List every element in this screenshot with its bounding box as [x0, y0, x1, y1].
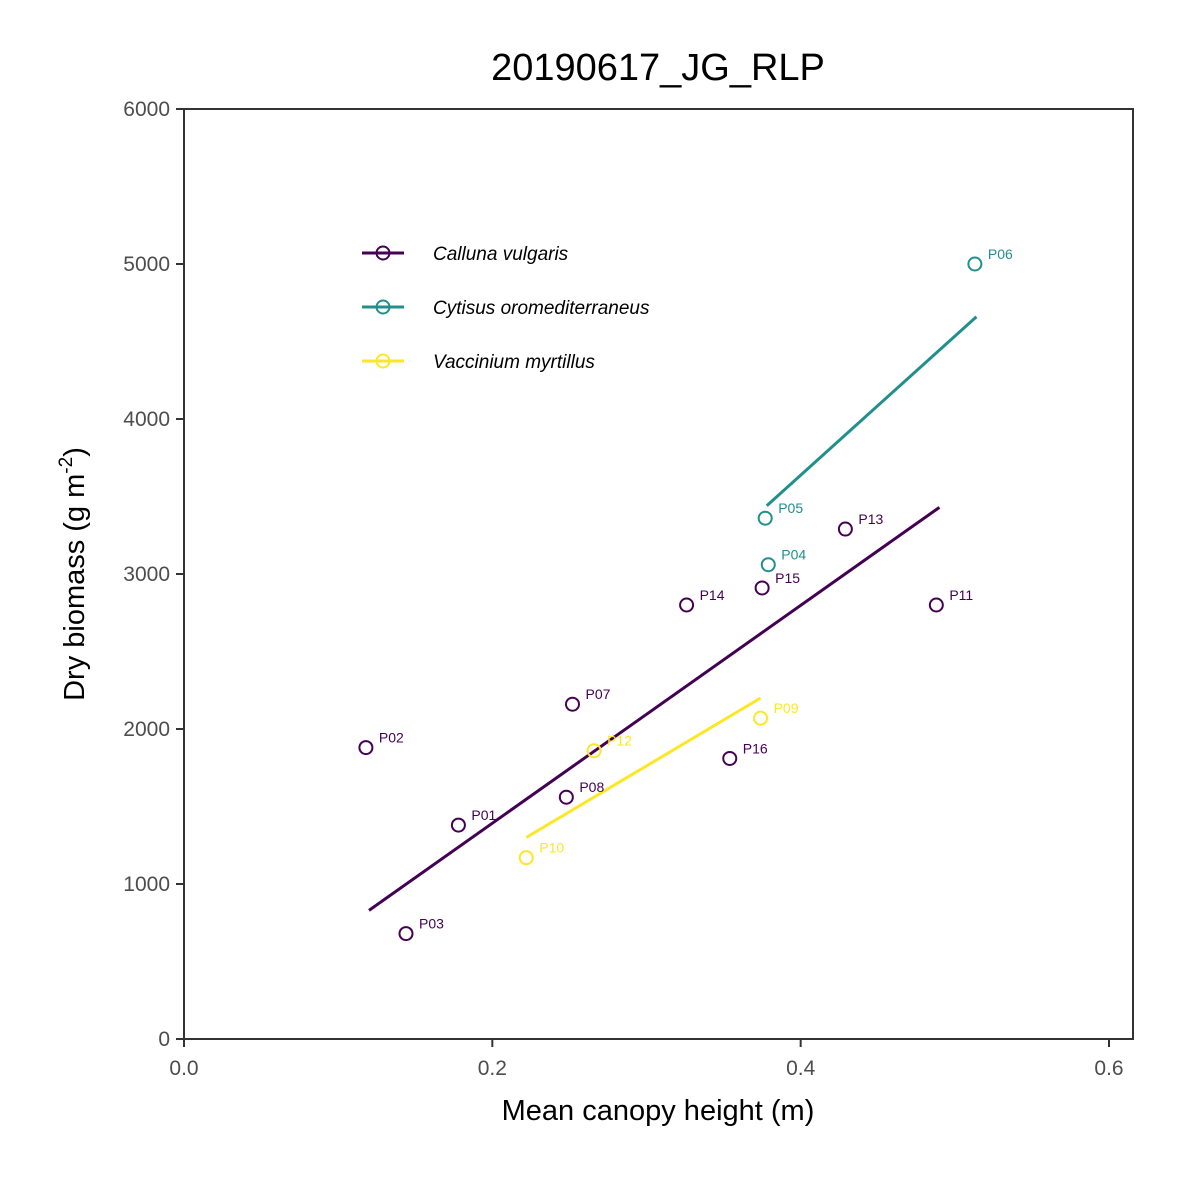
legend: Calluna vulgaris Cytisus oromediterraneus… [362, 244, 650, 373]
point-labels: P01 P02 P03 P07 P08 P11 P13 P14 P15 P16 P04 P05 P06 P… [379, 246, 1013, 932]
data-point [450, 817, 466, 833]
legend-key-point [375, 245, 391, 261]
y-axis-title: Dry biomass (g m-2) [56, 447, 91, 701]
data-point [760, 557, 776, 573]
point-label: P05 [778, 500, 803, 516]
y-axis-title-close: ) [59, 447, 91, 457]
y-tick-label: 4000 [123, 408, 170, 431]
legend-label: Calluna vulgaris [433, 244, 569, 265]
point-label: P16 [743, 740, 768, 756]
y-axis: 0 1000 2000 3000 4000 5000 6000 [123, 98, 184, 1051]
data-point [558, 789, 574, 805]
x-tick-label: 0.6 [1094, 1057, 1123, 1080]
point-label: P14 [700, 587, 725, 603]
point-label: P02 [379, 730, 404, 746]
data-point [754, 580, 770, 596]
data-point [757, 510, 773, 526]
point-label: P06 [988, 246, 1013, 262]
point-label: P11 [949, 587, 973, 603]
fit-lines [368, 315, 978, 912]
x-axis: 0.0 0.2 0.4 0.6 [169, 1039, 1124, 1080]
data-point [722, 750, 738, 766]
chart-title: 20190617_JG_RLP [491, 47, 825, 89]
data-point [565, 696, 580, 712]
legend-key-point [375, 353, 391, 369]
data-point [928, 597, 944, 613]
y-tick-label: 3000 [123, 563, 170, 586]
data-point [679, 597, 695, 613]
y-tick-label: 1000 [123, 873, 170, 896]
fit-line [525, 696, 762, 839]
x-tick-label: 0.4 [786, 1057, 816, 1080]
point-label: P08 [579, 779, 604, 795]
y-tick-label: 6000 [123, 98, 170, 121]
point-label: P15 [775, 570, 800, 586]
x-axis-title: Mean canopy height (m) [502, 1095, 815, 1127]
legend-label: Cytisus oromediterraneus [433, 298, 650, 319]
data-point [837, 521, 853, 537]
x-tick-label: 0.0 [169, 1057, 198, 1080]
y-tick-label: 0 [158, 1028, 170, 1051]
point-label: P04 [781, 547, 806, 563]
data-point [398, 926, 414, 942]
data-point [967, 256, 983, 272]
legend-label: Vaccinium myrtillus [433, 352, 595, 373]
data-point [518, 850, 534, 866]
fit-line [765, 315, 978, 507]
x-tick-label: 0.2 [478, 1057, 507, 1080]
point-label: P01 [471, 807, 496, 823]
points [358, 256, 983, 942]
y-tick-label: 2000 [123, 718, 170, 741]
y-axis-title-superscript: -2 [56, 457, 77, 474]
point-label: P03 [419, 916, 444, 932]
fit-line [368, 506, 941, 912]
data-point [586, 743, 602, 759]
data-point [753, 710, 769, 726]
y-axis-title-text: Dry biomass (g m [59, 474, 91, 701]
point-label: P10 [539, 840, 564, 856]
legend-key-point [375, 299, 391, 315]
point-label: P09 [774, 700, 799, 716]
point-label: P13 [858, 511, 883, 527]
data-point [358, 740, 374, 756]
point-label: P07 [586, 686, 611, 702]
y-tick-label: 5000 [123, 253, 170, 276]
point-label: P12 [607, 733, 632, 749]
